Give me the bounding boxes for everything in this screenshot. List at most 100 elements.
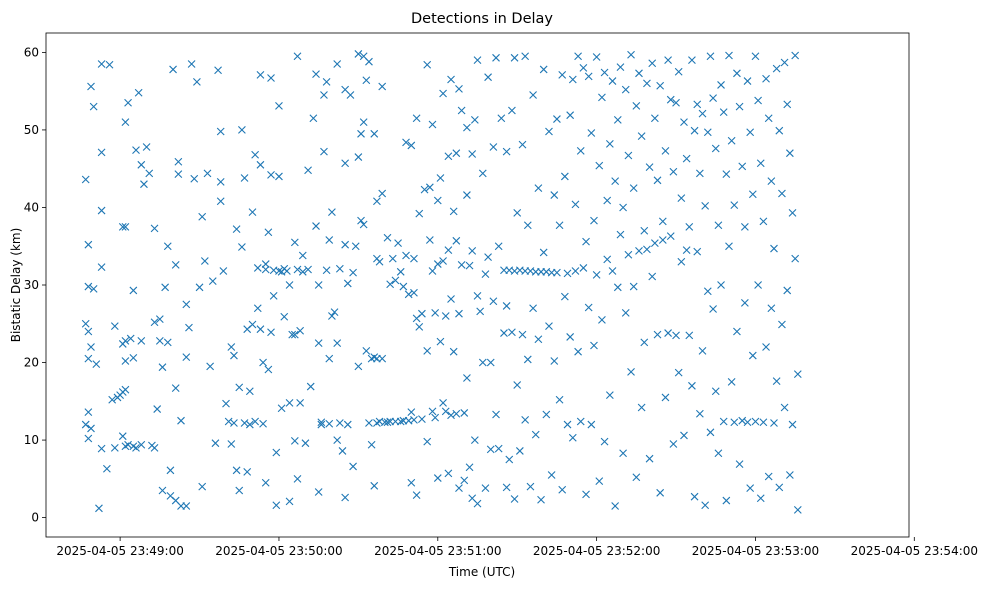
data-point [682, 154, 691, 163]
data-point [701, 501, 710, 510]
data-point [290, 330, 299, 339]
data-point [341, 240, 350, 249]
data-point [346, 91, 355, 99]
data-point [576, 146, 585, 155]
data-point [153, 405, 162, 413]
data-point [373, 197, 381, 206]
data-point [81, 175, 90, 184]
data-point [285, 281, 294, 289]
data-point [598, 93, 606, 102]
data-point [695, 409, 704, 418]
data-point [611, 502, 620, 510]
data-point [685, 331, 694, 340]
data-point [317, 420, 326, 429]
data-point [275, 101, 283, 110]
data-point [791, 51, 800, 60]
data-point [298, 251, 307, 260]
data-point [457, 106, 466, 115]
data-point [725, 51, 733, 60]
data-point [203, 169, 212, 178]
data-point [118, 222, 127, 231]
y-tick-label: 10 [24, 433, 39, 447]
data-point [325, 419, 334, 428]
x-tick-label: 2025-04-05 23:51:00 [374, 544, 501, 558]
data-point [706, 52, 715, 61]
x-axis-label: Time (UTC) [448, 565, 515, 579]
data-point [245, 387, 254, 396]
data-point [494, 242, 503, 251]
data-point [306, 382, 315, 391]
data-point [470, 436, 479, 444]
data-point [727, 136, 736, 145]
data-point [87, 343, 95, 351]
data-point [410, 416, 418, 424]
data-point [428, 120, 437, 129]
data-point [600, 68, 609, 77]
data-point [89, 284, 98, 293]
data-point [560, 172, 569, 181]
data-point [378, 82, 387, 91]
data-point [518, 330, 527, 339]
data-point [640, 226, 649, 235]
data-point [182, 300, 191, 309]
data-point [404, 290, 413, 299]
data-point [756, 159, 765, 168]
data-point [155, 315, 164, 324]
data-point [110, 322, 119, 330]
data-point [219, 267, 228, 275]
data-point [584, 303, 593, 312]
data-point [759, 217, 768, 226]
data-point [666, 95, 675, 104]
data-point [500, 329, 508, 337]
data-point [566, 111, 575, 120]
data-point [650, 239, 659, 248]
data-point [635, 246, 643, 255]
data-point [285, 497, 294, 506]
data-point [425, 236, 434, 244]
data-point [778, 320, 786, 329]
data-point [415, 209, 424, 218]
data-point [690, 126, 699, 135]
data-point [497, 114, 506, 123]
data-point [637, 403, 646, 412]
data-point [272, 501, 281, 510]
y-tick-label: 50 [24, 123, 39, 137]
data-point [526, 482, 535, 491]
data-point [158, 363, 167, 372]
data-point [378, 189, 387, 198]
data-point [126, 334, 135, 343]
data-point [200, 257, 209, 265]
data-point [722, 496, 731, 505]
data-point [166, 466, 175, 475]
data-point [738, 162, 747, 171]
data-point [560, 292, 569, 301]
data-point [637, 132, 646, 141]
data-point [703, 287, 712, 296]
data-point [230, 419, 238, 427]
data-point [396, 267, 405, 276]
data-point [145, 169, 154, 178]
data-point [783, 286, 792, 295]
data-point [163, 338, 172, 347]
data-point [349, 268, 357, 277]
x-tick-label: 2025-04-05 23:53:00 [692, 544, 819, 558]
data-point [124, 98, 132, 107]
data-point [132, 146, 140, 154]
data-point [320, 91, 328, 99]
data-point [333, 436, 342, 444]
data-point [251, 150, 260, 159]
data-point [84, 240, 93, 249]
plot-frame [45, 32, 910, 538]
data-point [267, 171, 275, 179]
data-point [764, 472, 773, 481]
data-point [391, 276, 400, 285]
data-point [399, 282, 408, 291]
data-point [613, 283, 622, 292]
data-point [621, 85, 630, 94]
data-point [695, 169, 704, 178]
data-point [640, 338, 649, 347]
data-point [510, 495, 519, 503]
data-point [137, 336, 146, 345]
data-point [666, 232, 675, 241]
data-point [423, 437, 432, 446]
